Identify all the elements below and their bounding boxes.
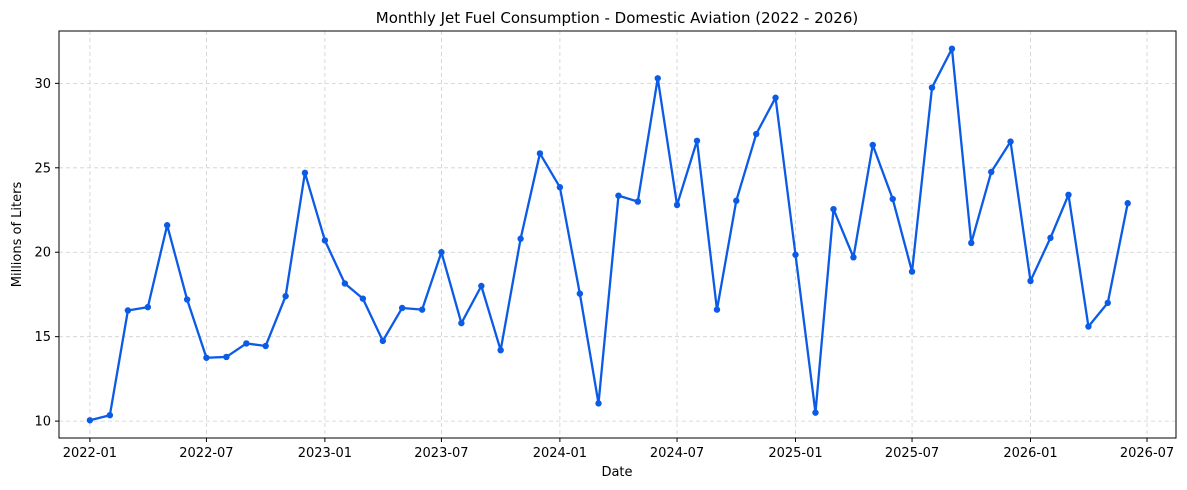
chart-title: Monthly Jet Fuel Consumption - Domestic … <box>376 9 858 27</box>
data-point <box>634 198 641 205</box>
plot-frame <box>58 30 1177 439</box>
x-tick-label: 2026-07 <box>1120 446 1174 461</box>
data-point <box>438 249 445 256</box>
data-point <box>1065 191 1072 199</box>
data-point <box>733 197 740 204</box>
x-tick-label: 2023-01 <box>298 446 352 461</box>
data-point <box>693 137 701 144</box>
x-tick-label: 2024-07 <box>650 446 704 461</box>
data-point <box>1047 234 1054 242</box>
data-point <box>654 75 661 82</box>
data-point <box>124 307 132 314</box>
y-tick-label: 25 <box>34 161 51 176</box>
data-point <box>1104 299 1111 307</box>
data-point <box>203 354 210 361</box>
data-point <box>673 201 681 209</box>
series-layer <box>86 45 1131 424</box>
data-point <box>86 417 94 424</box>
data-point <box>301 169 309 177</box>
data-point <box>458 319 465 327</box>
x-axis-label: Date <box>601 465 632 480</box>
x-tick-label: 2022-01 <box>63 446 117 461</box>
data-point <box>1085 323 1092 330</box>
data-point <box>830 205 837 213</box>
data-point <box>869 141 876 149</box>
data-point <box>163 222 171 229</box>
x-tick-label: 2022-07 <box>179 446 233 461</box>
data-point <box>379 337 387 345</box>
data-point <box>812 409 819 416</box>
y-axis-label: Millions of Liters <box>10 182 25 288</box>
data-point <box>772 94 779 101</box>
data-point <box>595 400 602 407</box>
data-point <box>223 353 230 361</box>
data-point <box>908 268 916 275</box>
data-point <box>713 306 721 313</box>
data-point <box>850 254 857 261</box>
data-point <box>517 235 524 242</box>
grid <box>59 31 1176 438</box>
data-point <box>889 195 896 203</box>
data-point <box>536 150 544 157</box>
data-point <box>144 303 152 311</box>
data-point <box>615 192 622 199</box>
x-tick-label: 2025-07 <box>885 446 939 461</box>
x-tick-label: 2023-07 <box>414 446 468 461</box>
x-tick-label: 2024-01 <box>533 446 587 461</box>
data-point <box>262 342 269 350</box>
data-point <box>792 251 799 258</box>
data-point <box>478 282 485 290</box>
data-point <box>988 168 995 176</box>
data-point <box>1007 138 1014 145</box>
data-point <box>753 130 760 138</box>
series-line <box>89 47 1129 422</box>
data-point <box>183 296 191 303</box>
data-point <box>398 304 406 312</box>
x-axis-ticks: 2022-01 2022-07 2023-01 2023-07 2024-01 2024-… <box>63 438 1174 461</box>
data-point <box>321 237 329 244</box>
y-tick-label: 30 <box>34 77 51 92</box>
data-point <box>576 290 584 297</box>
data-point <box>928 84 936 91</box>
y-tick-label: 15 <box>34 330 51 345</box>
data-point <box>968 239 975 247</box>
x-tick-label: 2025-01 <box>768 446 822 461</box>
data-point <box>341 280 349 287</box>
data-point <box>1027 277 1034 285</box>
data-point <box>1124 200 1131 207</box>
y-axis-ticks: 10 15 20 25 30 <box>34 77 59 430</box>
data-point <box>243 340 250 347</box>
data-point <box>418 306 426 313</box>
data-point <box>556 184 564 191</box>
data-point <box>106 412 114 419</box>
x-tick-label: 2026-01 <box>1003 446 1057 461</box>
data-point <box>948 45 956 52</box>
data-point <box>359 295 367 302</box>
y-tick-label: 20 <box>34 246 51 261</box>
y-tick-label: 10 <box>34 415 51 430</box>
data-point <box>282 292 289 300</box>
data-point <box>497 346 504 354</box>
